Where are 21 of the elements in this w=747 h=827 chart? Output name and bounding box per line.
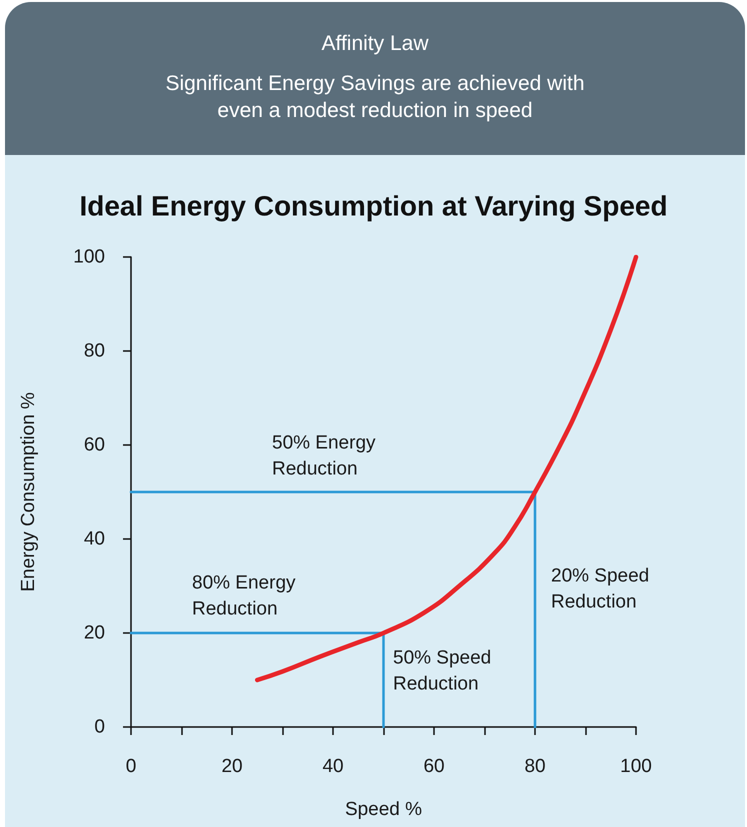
x-tick-label: 100 (620, 756, 652, 777)
x-tick-label: 0 (126, 756, 136, 777)
x-tick-label: 60 (423, 756, 445, 777)
y-tick-label: 40 (84, 528, 105, 550)
x-tick-label: 40 (322, 756, 344, 777)
annotation: 50% Speed Reduction (393, 648, 492, 694)
annotation: 20% Speed Reduction (551, 566, 650, 612)
x-tick-label: 80 (524, 756, 546, 777)
annotation: 50% Energy Reduction (272, 432, 376, 480)
y-tick-label: 60 (84, 434, 105, 456)
y-axis-title: Energy Consumption % (18, 392, 39, 592)
y-tick-label: 80 (84, 340, 105, 362)
y-tick-label: 100 (73, 246, 105, 268)
text: Ideal Energy Consumption at Varying Speed (79, 190, 668, 222)
y-tick-label: 20 (84, 622, 105, 644)
y-tick-label: 0 (94, 716, 105, 738)
x-axis-title: Speed % (344, 799, 422, 820)
x-tick-label: 20 (221, 756, 243, 777)
chart-title: Affinity Law (320, 31, 430, 57)
annotation: 80% Energy Reduction (192, 572, 296, 620)
chart-subtitle: Significant Energy Savings are achieved with even a modest reduction in speed (164, 71, 586, 124)
